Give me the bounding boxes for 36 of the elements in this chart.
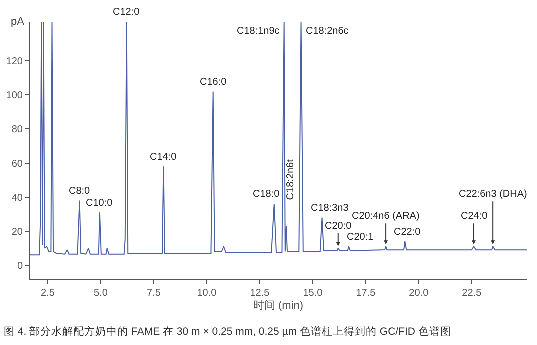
x-tick-label: 12.5 xyxy=(250,288,270,299)
annotation: C12:0 xyxy=(113,7,140,18)
y-tick-label: 20 xyxy=(12,226,24,238)
x-tick-label: 2.5 xyxy=(41,288,56,299)
y-tick-label: 120 xyxy=(6,56,24,68)
caption: 图 4. 部分水解配方奶中的 FAME 在 30 m × 0.25 mm, 0.25 µm 色谱柱上得到的 GC/FID 色谱图 xyxy=(4,325,452,338)
y-tick-label: 100 xyxy=(6,90,24,102)
x-tick-label: 10.0 xyxy=(197,288,218,299)
annotation: C18:0 xyxy=(253,189,280,200)
annotation: C20:0 xyxy=(325,221,352,232)
y-axis-title: pA xyxy=(11,16,26,28)
annotation: C10:0 xyxy=(86,198,114,209)
annotation: C24:0 xyxy=(461,211,488,222)
annotation: C20:1 xyxy=(347,232,374,243)
line-series xyxy=(30,22,527,256)
annotation: C18:2n6t xyxy=(286,159,297,200)
x-tick-label: 22.5 xyxy=(462,288,482,299)
annotation: C22:0 xyxy=(394,227,422,238)
annotation: C16:0 xyxy=(200,77,228,88)
x-axis-title: 时间 (min) xyxy=(253,299,304,312)
y-tick-label: 0 xyxy=(17,260,24,272)
x-tick-label: 7.5 xyxy=(147,288,162,299)
annotation: C20:4n6 (ARA) xyxy=(352,211,420,222)
annotation: C22:6n3 (DHA) xyxy=(459,189,528,200)
annotation: C18:1n9c xyxy=(237,26,280,37)
annotation: C14:0 xyxy=(150,152,178,163)
annotation: C8:0 xyxy=(69,186,91,197)
annotation: C18:2n6c xyxy=(306,26,349,37)
annotation: C18:3n3 xyxy=(311,203,350,214)
x-tick-label: 15.0 xyxy=(303,288,324,299)
y-tick-label: 80 xyxy=(12,124,24,136)
y-tick-label: 40 xyxy=(12,192,24,204)
x-tick-label: 5.0 xyxy=(94,288,108,299)
x-tick-label: 20.0 xyxy=(409,288,430,299)
x-tick-label: 17.5 xyxy=(356,288,376,299)
y-tick-label: 60 xyxy=(12,158,24,170)
